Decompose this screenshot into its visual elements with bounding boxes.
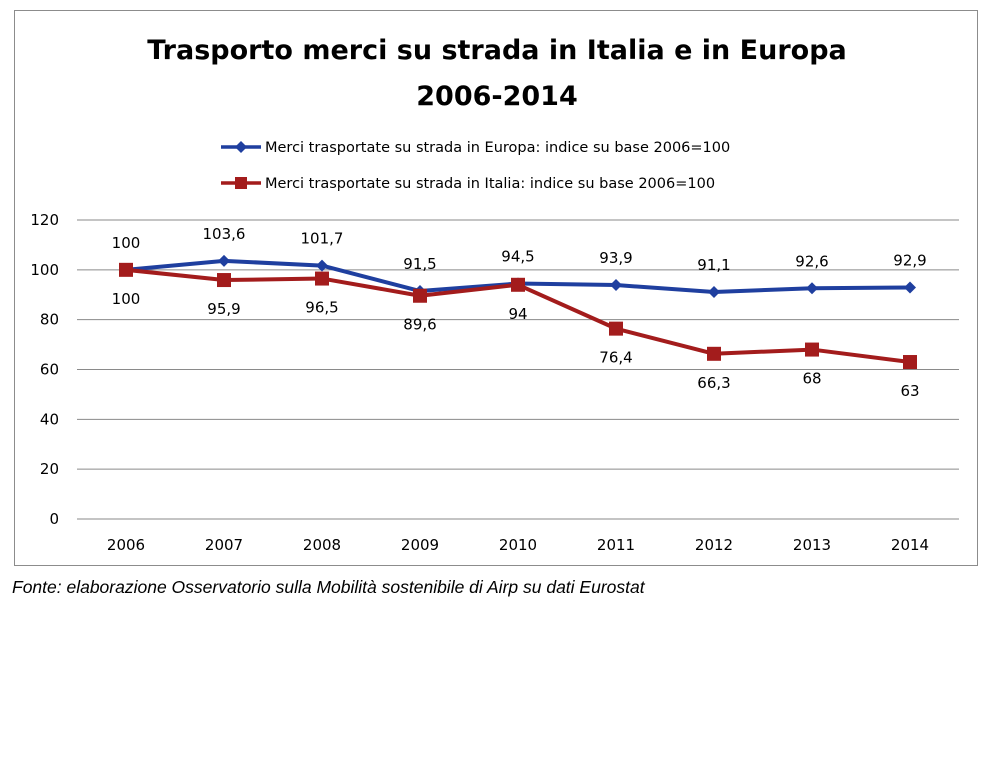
data-label: 95,9 [207,300,240,318]
chart-title-line: 2006-2014 [416,81,578,112]
data-label: 92,9 [893,252,926,270]
data-point-square [707,346,721,361]
data-point-diamond [708,286,720,299]
data-label: 76,4 [599,349,632,367]
x-tick-label: 2009 [401,536,439,554]
data-point-square [511,277,525,292]
data-point-diamond [316,259,328,272]
data-label: 66,3 [697,374,730,392]
legend-label: Merci trasportate su strada in Europa: i… [265,140,730,156]
y-tick-label: 60 [40,361,59,379]
y-tick-label: 80 [40,311,59,329]
data-point-diamond [904,281,916,294]
y-tick-label: 120 [30,211,59,229]
series-lines [119,254,917,370]
y-tick-label: 40 [40,410,59,428]
data-point-diamond [806,282,818,295]
data-label: 100 [112,234,141,252]
y-axis-ticks: 0 20 40 60 80 100 120 [30,211,59,528]
data-label: 91,5 [403,255,436,273]
data-point-square [413,288,427,303]
y-tick-label: 100 [30,261,59,279]
data-label: 91,1 [697,256,730,274]
chart-title-line: Trasporto merci su strada in Italia e in… [147,35,847,66]
data-label: 89,6 [403,316,436,334]
data-label: 103,6 [203,225,246,243]
data-label: 68 [802,370,821,388]
data-label: 93,9 [599,249,632,267]
source-note: Fonte: elaborazione Osservatorio sulla M… [12,577,645,597]
x-tick-label: 2012 [695,536,733,554]
legend-marker-square-icon [235,177,247,189]
data-label: 96,5 [305,299,338,317]
chart-title: Trasporto merci su strada in Italia e in… [147,35,847,112]
data-point-square [119,262,133,277]
x-axis-ticks: 2006 2007 2008 2009 2010 2011 2012 2013 2014 [107,536,929,554]
x-tick-label: 2014 [891,536,929,554]
x-tick-label: 2006 [107,536,145,554]
data-point-square [315,271,329,286]
data-point-diamond [610,279,622,292]
data-labels: 100 103,6 101,7 91,5 94,5 93,9 91,1 92,6 92,9 100… [112,225,927,400]
x-tick-label: 2007 [205,536,243,554]
data-label: 92,6 [795,252,828,270]
data-label: 94 [508,305,527,323]
x-tick-label: 2008 [303,536,341,554]
y-tick-label: 0 [49,510,59,528]
legend-label: Merci trasportate su strada in Italia: i… [265,176,715,192]
legend-marker-diamond-icon [235,141,247,153]
gridlines [77,219,959,520]
data-label: 63 [900,382,919,400]
data-point-diamond [218,254,230,267]
line-chart: Trasporto merci su strada in Italia e in… [30,35,959,554]
data-label: 94,5 [501,248,534,266]
data-label: 100 [112,290,141,308]
x-tick-label: 2011 [597,536,635,554]
data-label: 101,7 [301,230,344,248]
chart-frame: Trasporto merci su strada in Italia e in… [14,10,978,566]
chart-legend: Merci trasportate su strada in Europa: i… [221,140,730,192]
data-point-square [903,355,917,370]
data-point-square [805,342,819,357]
y-tick-label: 20 [40,460,59,478]
data-point-square [609,321,623,336]
x-tick-label: 2013 [793,536,831,554]
x-tick-label: 2010 [499,536,537,554]
data-point-square [217,273,231,288]
